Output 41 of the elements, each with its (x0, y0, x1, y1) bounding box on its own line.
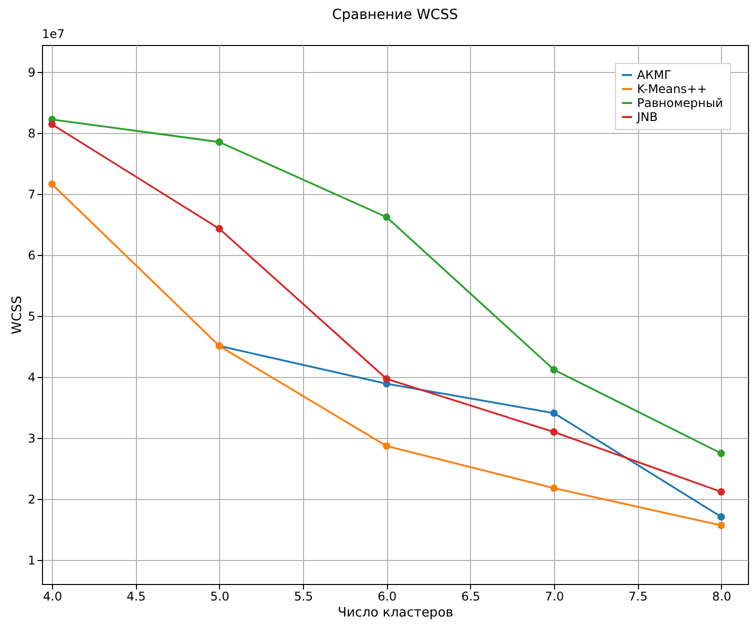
y-axis-title: WCSS (10, 296, 25, 334)
x-tick-label: 6.0 (378, 590, 397, 604)
point (382, 442, 390, 450)
x-tick-label: 5.0 (210, 590, 230, 604)
x-tick-label: 4.0 (42, 590, 62, 604)
point (550, 409, 558, 417)
point (718, 450, 725, 458)
point (550, 366, 558, 374)
y-tick-label: 1 (28, 554, 36, 568)
chart-title: Сравнение WCSS (332, 7, 458, 23)
y-tick-label: 6 (28, 248, 36, 262)
point (718, 513, 725, 521)
text: 1e7 (42, 27, 65, 41)
x-tick-label: 6.5 (461, 590, 480, 604)
point (550, 428, 558, 436)
legend-label: K-Means++ (637, 82, 707, 96)
point (216, 225, 224, 232)
x-tick-label: 7.5 (628, 590, 648, 604)
legend-label: Равномерный (637, 96, 724, 110)
x-tick-label: 5.5 (294, 590, 314, 604)
point (550, 484, 558, 492)
y-tick-label: 5 (28, 310, 36, 324)
y-tick-label: 8 (28, 126, 36, 140)
y-tick-label: 7 (28, 187, 36, 202)
y-tick-label: 4 (28, 370, 36, 385)
y-tick-label: 2 (28, 492, 36, 507)
x-tick-label: 4.5 (126, 590, 146, 604)
point (216, 138, 224, 146)
point (718, 522, 725, 530)
x-tick-label: 7.0 (544, 590, 564, 604)
y-tick-label: 3 (28, 432, 36, 446)
point (48, 180, 56, 188)
point (382, 375, 390, 383)
x-tick-label: 8.0 (712, 590, 732, 604)
legend-label: JNB (636, 110, 658, 124)
point (382, 213, 390, 221)
x-axis-title: Число кластеров (338, 606, 454, 620)
y-tick-label: 9 (28, 65, 36, 80)
point (48, 120, 56, 128)
point (718, 488, 725, 496)
legend-label: АКМГ (637, 68, 672, 82)
